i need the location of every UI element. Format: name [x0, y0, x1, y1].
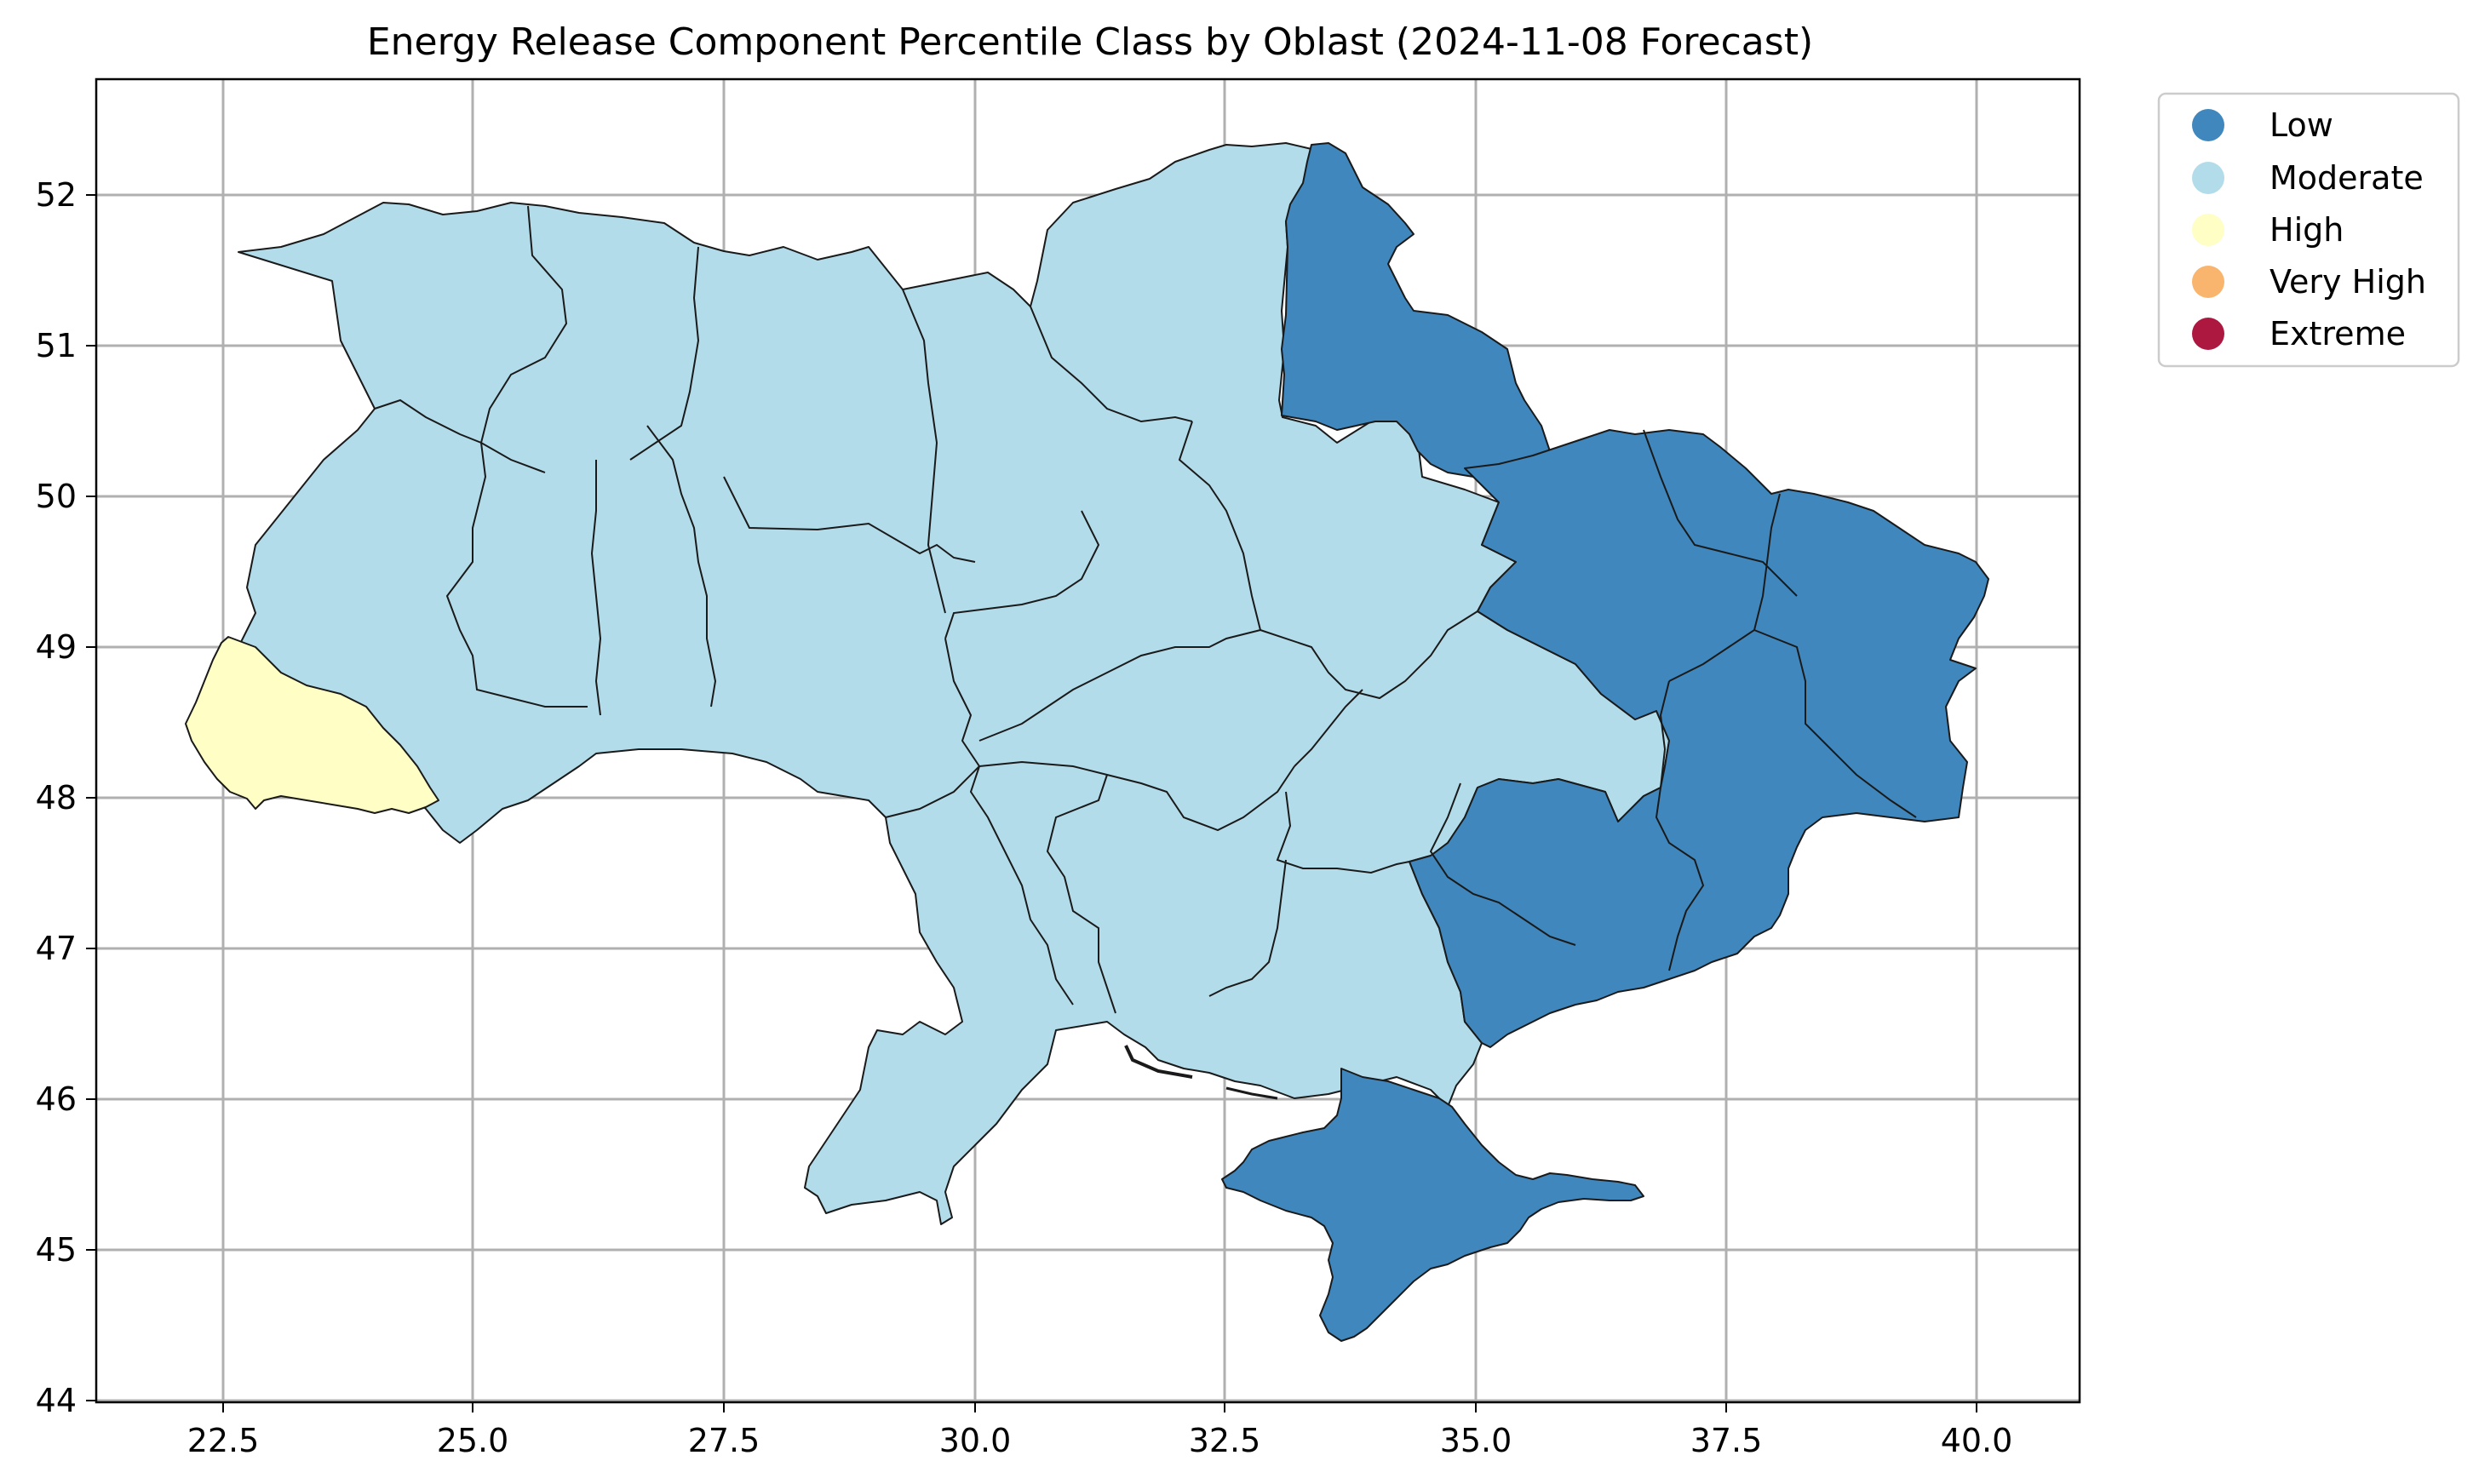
boundary-line: [969, 765, 1074, 1006]
boundary-line: [723, 476, 976, 563]
region-moderate-main: [238, 142, 1670, 1225]
legend-box: [2157, 92, 2460, 368]
y-tick-label: 45: [36, 1231, 77, 1269]
legend-label-extreme: Extreme: [2270, 315, 2406, 352]
y-tick-label: 51: [36, 327, 77, 364]
boundary-line: [1753, 629, 1917, 818]
y-tick-label: 50: [36, 478, 77, 515]
axes-frame: [95, 77, 2081, 1404]
y-tick-label: 49: [36, 628, 77, 666]
boundary-line: [1294, 689, 1363, 767]
legend-marker-low: [2192, 109, 2224, 141]
y-tick-label: 52: [36, 176, 77, 214]
legend-label-low: Low: [2270, 106, 2333, 144]
y-tick-label: 44: [36, 1382, 77, 1419]
boundary-line: [978, 629, 1261, 742]
boundary-line: [1643, 429, 1798, 597]
legend-marker-very-high: [2192, 266, 2224, 298]
region-low-crimea: [1221, 1068, 1644, 1342]
oblast-regions: [185, 142, 1989, 1342]
x-tick-label: 25.0: [437, 1422, 509, 1459]
legend-item-very-high: Very High: [2192, 263, 2426, 301]
boundary-line: [480, 205, 568, 444]
legend: Low Moderate High Very High Extreme: [2157, 92, 2460, 368]
x-axis: 22.5 25.0 27.5 30.0 32.5 35.0 37.5 40.0: [187, 1402, 2013, 1459]
x-tick-label: 40.0: [1941, 1422, 2013, 1459]
boundary-line: [374, 398, 546, 473]
legend-item-moderate: Moderate: [2192, 159, 2424, 197]
boundary-line: [629, 246, 700, 461]
legend-item-extreme: Extreme: [2192, 315, 2406, 352]
boundary-line: [646, 425, 717, 708]
boundary-line: [1429, 782, 1576, 946]
y-tick-label: 48: [36, 779, 77, 816]
region-high-west: [185, 636, 439, 814]
boundary-line: [885, 765, 980, 818]
region-low-north: [1281, 142, 1551, 478]
boundary-line: [590, 460, 602, 716]
x-tick-label: 37.5: [1690, 1422, 1763, 1459]
boundary-line: [978, 760, 1295, 832]
y-tick-label: 47: [36, 930, 77, 967]
boundary-line: [445, 442, 588, 708]
boundary-line: [1030, 306, 1193, 423]
legend-item-high: High: [2192, 211, 2344, 249]
legend-item-low: Low: [2192, 106, 2333, 144]
x-tick-label: 32.5: [1189, 1422, 1261, 1459]
region-low-east: [1409, 429, 1989, 1048]
legend-marker-high: [2192, 214, 2224, 246]
oblast-boundaries: [374, 205, 1917, 1014]
y-axis: 52 51 50 49 48 47 46 45 44: [36, 176, 96, 1419]
boundary-line: [1046, 774, 1116, 1014]
map-title: Energy Release Component Percentile Clas…: [367, 20, 1813, 64]
boundary-line: [944, 638, 980, 767]
legend-marker-moderate: [2192, 162, 2224, 194]
boundary-line: [1276, 791, 1410, 874]
legend-label-very-high: Very High: [2270, 263, 2426, 301]
y-tick-label: 46: [36, 1080, 77, 1118]
legend-marker-extreme: [2192, 318, 2224, 350]
coastal-spit: [1124, 1045, 1193, 1079]
x-tick-label: 27.5: [688, 1422, 760, 1459]
boundary-line: [1208, 859, 1287, 997]
coastal-spit-2: [1225, 1086, 1278, 1100]
boundary-line: [1260, 610, 1478, 700]
boundary-line: [1655, 680, 1705, 971]
legend-label-high: High: [2270, 211, 2344, 249]
boundary-line: [902, 289, 946, 614]
legend-label-moderate: Moderate: [2270, 159, 2424, 197]
boundary-line: [1668, 493, 1781, 682]
x-tick-label: 35.0: [1440, 1422, 1512, 1459]
x-tick-label: 22.5: [187, 1422, 260, 1459]
x-tick-label: 30.0: [939, 1422, 1012, 1459]
boundary-line: [944, 510, 1100, 639]
boundary-line: [1178, 421, 1261, 631]
